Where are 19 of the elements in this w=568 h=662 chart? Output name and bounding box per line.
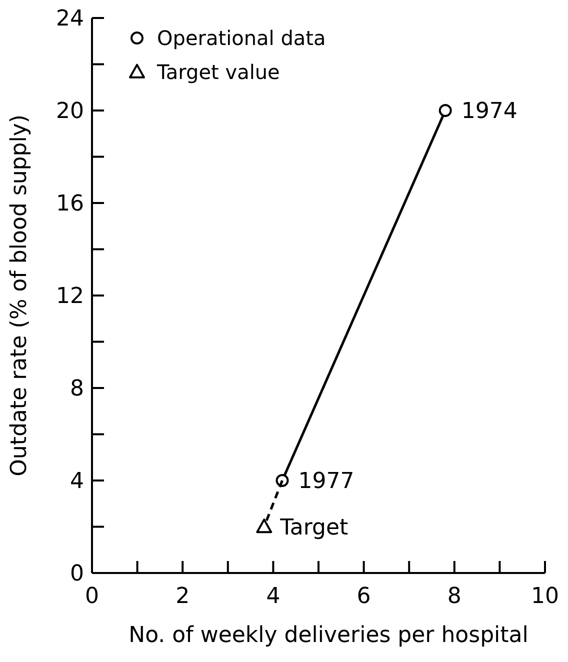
x-tick-label: 4 [266, 584, 280, 609]
legend-label: Operational data [157, 26, 326, 50]
legend-label: Target value [156, 60, 280, 84]
x-tick-label: 10 [531, 584, 559, 609]
y-tick-label: 20 [56, 99, 84, 124]
y-tick-label: 4 [70, 469, 84, 494]
x-tick-label: 6 [356, 584, 371, 609]
x-tick-label: 2 [176, 584, 190, 609]
y-tick-label: 16 [56, 192, 84, 217]
y-tick-label: 24 [56, 6, 84, 32]
y-tick-label: 12 [56, 284, 84, 310]
y-tick-label: 0 [70, 562, 84, 587]
x-tick-label: 8 [447, 584, 462, 609]
annotation: Target [279, 515, 349, 540]
annotation: 1974 [461, 99, 518, 124]
annotation: 1977 [298, 469, 354, 494]
x-axis-title: No. of weekly deliveries per hospital [128, 623, 528, 648]
y-tick-label: 8 [70, 376, 84, 402]
y-axis-title: Outdate rate (% of blood supply) [7, 114, 32, 476]
